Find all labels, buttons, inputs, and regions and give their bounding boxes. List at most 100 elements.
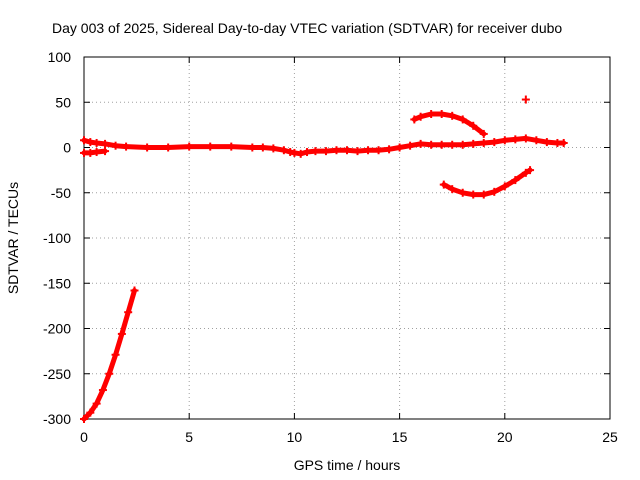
data-point — [448, 185, 457, 194]
axis-tick-labels: 0 5 10 15 20 25 100 50 0 -50 -100 -150 -200 -250 -300 — [43, 49, 618, 445]
data-point — [479, 190, 488, 199]
series-upper-arc — [410, 110, 488, 138]
grid-lines — [84, 57, 610, 419]
data-point — [332, 146, 341, 155]
x-tick-label: 10 — [287, 429, 303, 445]
x-axis-title: GPS time / hours — [294, 457, 401, 473]
data-point — [448, 140, 457, 149]
data-point — [437, 110, 446, 119]
data-point — [385, 145, 394, 154]
data-point — [117, 329, 126, 338]
data-point — [98, 386, 107, 395]
series-lower-band — [80, 147, 110, 157]
data-point — [490, 187, 499, 196]
data-point — [364, 146, 373, 155]
data-point — [437, 140, 446, 149]
data-point — [92, 148, 101, 157]
data-point — [80, 136, 88, 145]
series-line — [81, 288, 137, 422]
data-point — [143, 143, 152, 152]
data-point — [542, 138, 551, 147]
data-point — [80, 415, 88, 423]
y-axis-title: SDTVAR / TECUs — [5, 182, 21, 294]
data-point — [500, 182, 509, 191]
data-point — [258, 143, 267, 152]
data-point — [521, 95, 530, 104]
x-tick-label: 0 — [80, 429, 88, 445]
data-point — [111, 350, 120, 359]
data-point — [427, 140, 436, 149]
data-point — [500, 136, 509, 145]
series-isolated-point — [521, 95, 530, 104]
data-point — [448, 111, 457, 120]
chart-title: Day 003 of 2025, Sidereal Day-to-day VTE… — [52, 20, 562, 36]
data-point — [458, 140, 467, 149]
data-point — [303, 148, 312, 157]
data-point — [311, 147, 320, 156]
data-point — [469, 139, 478, 148]
data-point — [406, 141, 415, 150]
data-point — [92, 138, 101, 147]
data-point — [122, 142, 131, 151]
data-point — [248, 143, 257, 152]
data-point — [559, 138, 568, 147]
data-point — [185, 142, 194, 151]
series-lower-arc — [439, 166, 535, 199]
y-tick-label: 0 — [63, 140, 71, 156]
y-tick-label: -300 — [43, 411, 71, 427]
data-point — [86, 408, 95, 417]
data-point — [410, 115, 419, 124]
data-point — [279, 146, 288, 155]
data-point — [101, 147, 110, 156]
data-point — [458, 115, 467, 124]
y-tick-label: -200 — [43, 321, 71, 337]
data-point — [479, 129, 488, 138]
data-point — [353, 147, 362, 156]
data-point — [416, 139, 425, 148]
data-point — [511, 135, 520, 144]
data-point — [427, 110, 436, 119]
data-point — [206, 142, 215, 151]
y-tick-label: 100 — [48, 49, 72, 65]
data-point — [511, 176, 520, 185]
y-tick-label: 50 — [55, 94, 71, 110]
y-tick-label: -150 — [43, 275, 71, 291]
data-point — [490, 138, 499, 147]
series-main-band — [80, 134, 568, 158]
data-point — [105, 369, 114, 378]
axis-ticks — [83, 56, 611, 420]
data-point — [111, 141, 120, 150]
data-point — [458, 188, 467, 197]
data-point — [269, 144, 278, 153]
data-point — [395, 143, 404, 152]
data-point — [469, 121, 478, 130]
x-tick-label: 20 — [497, 429, 513, 445]
data-point — [227, 142, 236, 151]
data-point — [343, 146, 351, 155]
data-point — [374, 146, 383, 155]
data-point — [532, 136, 541, 145]
data-point — [479, 138, 488, 147]
data-point — [321, 147, 330, 156]
data-point — [521, 134, 530, 143]
x-tick-label: 15 — [392, 429, 408, 445]
series-rising-curve — [80, 286, 139, 423]
data-point — [416, 112, 425, 121]
data-point — [439, 180, 448, 189]
data-point — [469, 190, 478, 199]
y-tick-label: -250 — [43, 366, 71, 382]
data-point — [526, 166, 535, 175]
series-layer — [80, 95, 568, 423]
y-tick-label: -100 — [43, 230, 71, 246]
data-point — [296, 149, 305, 158]
data-point — [92, 399, 101, 408]
series-line — [441, 167, 533, 198]
data-point — [101, 139, 110, 148]
data-point — [164, 143, 173, 152]
data-point — [521, 168, 530, 177]
data-point — [124, 308, 133, 317]
x-tick-label: 5 — [185, 429, 193, 445]
plot-frame — [83, 56, 611, 420]
x-tick-label: 25 — [602, 429, 618, 445]
